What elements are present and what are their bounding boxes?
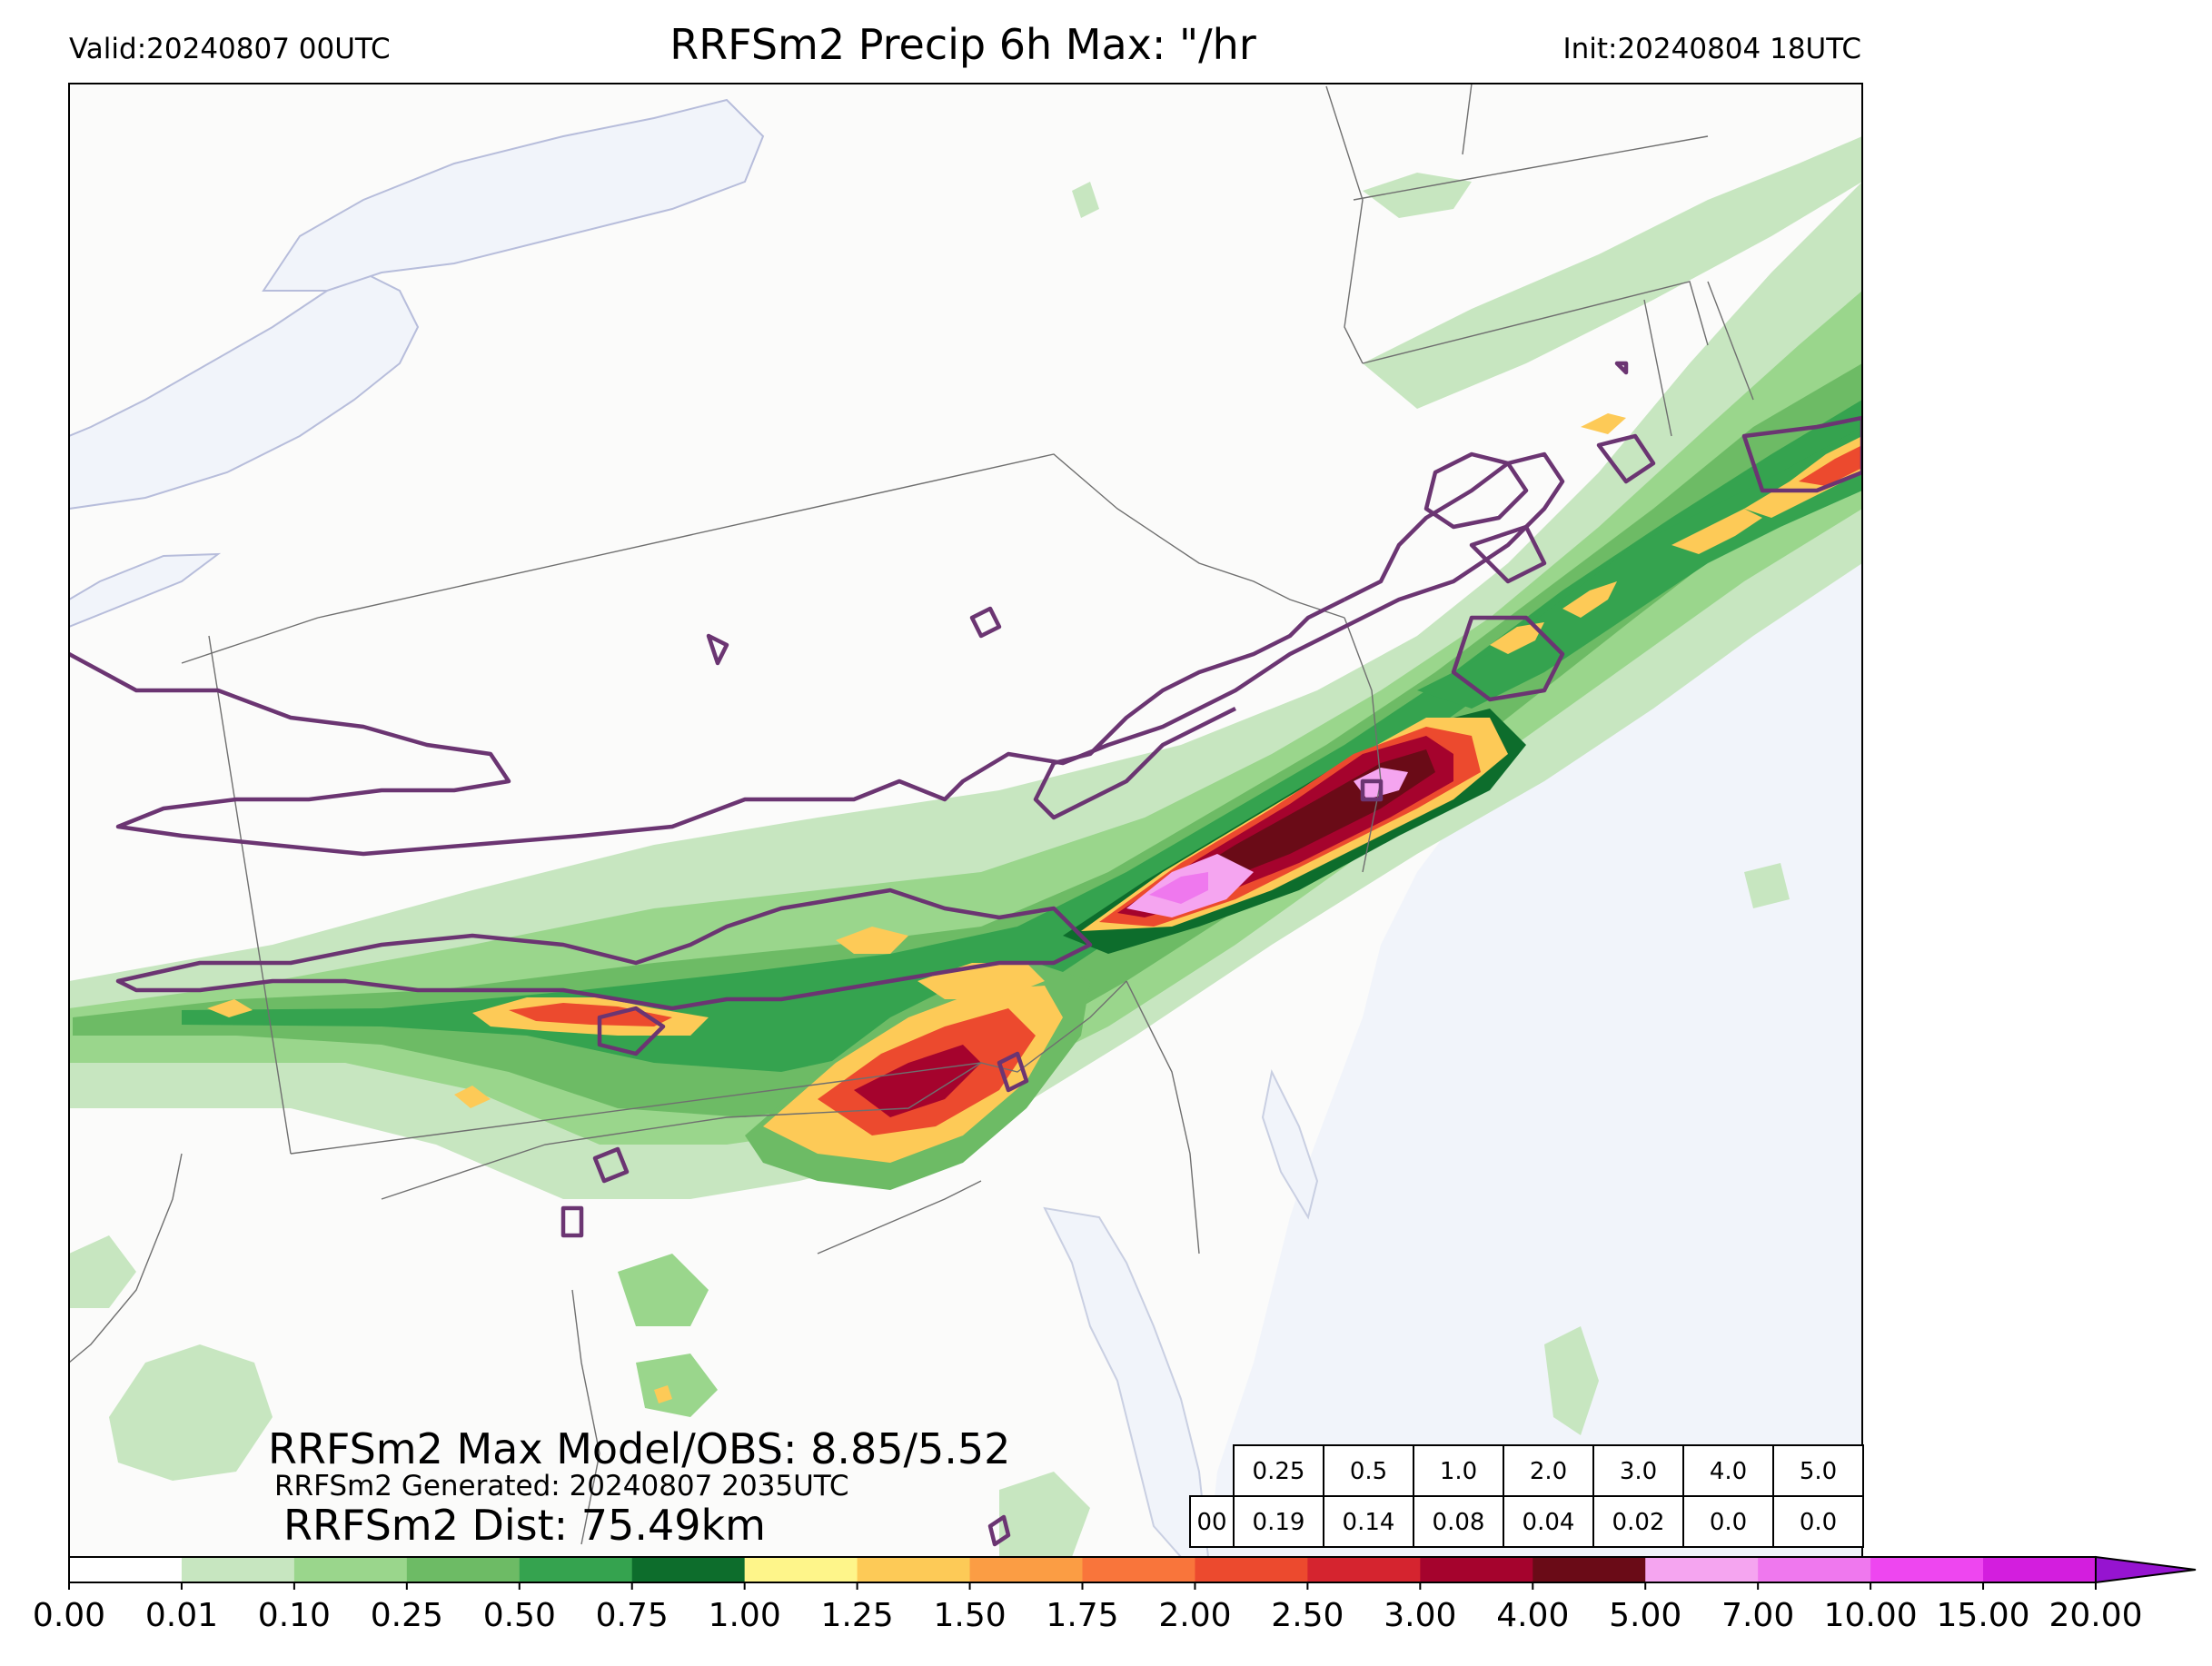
score-value-cell: 0.0 [1772, 1495, 1864, 1548]
colorbar-extend-arrow [2095, 1555, 2197, 1584]
colorbar-segment [857, 1557, 971, 1582]
colorbar-tick-label: 15.00 [1936, 1597, 2030, 1634]
colorbar-segment [969, 1557, 1083, 1582]
political-borders [69, 84, 1754, 1545]
colorbar-segment [519, 1557, 633, 1582]
colorbar-tick-label: 0.50 [482, 1597, 556, 1634]
colorbar-segment [1758, 1557, 1871, 1582]
colorbar-tick-label: 0.01 [144, 1597, 219, 1634]
score-value-cell: 0.0 [1682, 1495, 1774, 1548]
distance-stat: RRFSm2 Dist: 75.49km [283, 1501, 766, 1550]
colorbar-segment [1420, 1557, 1533, 1582]
score-row-label: 00 [1189, 1495, 1235, 1548]
score-value-cell: 0.02 [1592, 1495, 1684, 1548]
colorbar-segment [293, 1557, 408, 1582]
score-threshold-cell: 5.0 [1772, 1444, 1864, 1497]
colorbar-segment [181, 1557, 295, 1582]
colorbar-tick-label: 1.50 [933, 1597, 1007, 1634]
colorbar-tick-label: 7.00 [1721, 1597, 1795, 1634]
score-value-cell: 0.19 [1233, 1495, 1324, 1548]
score-threshold-cell: 0.25 [1233, 1444, 1324, 1497]
colorbar-segment [1082, 1557, 1195, 1582]
colorbar-segment [69, 1557, 183, 1582]
colorbar-labels: 0.00 0.01 0.10 0.25 0.50 0.75 1.00 1.25 1.50 1.75… [0, 1597, 2212, 1642]
colorbar-tick-label: 2.00 [1158, 1597, 1232, 1634]
score-threshold-cell: 4.0 [1682, 1444, 1774, 1497]
colorbar-segment [1645, 1557, 1759, 1582]
delaware-bay [1261, 1068, 1319, 1220]
colorbar-segment [406, 1557, 521, 1582]
colorbar-tick-label: 0.00 [32, 1597, 106, 1634]
map-title: RRFSm2 Precip 6h Max: "/hr [670, 20, 1256, 69]
colorbar [68, 1555, 2197, 1590]
lake-top [262, 98, 765, 292]
colorbar-tick-label: 1.00 [708, 1597, 781, 1634]
colorbar-segment [744, 1557, 858, 1582]
colorbar-segment [1195, 1557, 1308, 1582]
score-value-cell: 0.14 [1323, 1495, 1414, 1548]
score-threshold-cell: 2.0 [1503, 1444, 1594, 1497]
valid-time: Valid:20240807 00UTC [69, 33, 391, 65]
atlantic-ocean [1208, 563, 1862, 1557]
max-model-obs: RRFSm2 Max Model/OBS: 8.85/5.52 [268, 1424, 1011, 1473]
obs-contour [69, 361, 1862, 1547]
colorbar-tick-label: 0.25 [370, 1597, 443, 1634]
score-threshold-cell: 3.0 [1592, 1444, 1684, 1497]
generated-time: RRFSm2 Generated: 20240807 2035UTC [274, 1470, 849, 1502]
colorbar-tick-label: 1.75 [1046, 1597, 1119, 1634]
colorbar-segment [631, 1557, 746, 1582]
colorbar-tick-label: 20.00 [2048, 1597, 2143, 1634]
colorbar-tick-label: 5.00 [1609, 1597, 1682, 1634]
colorbar-tick-label: 3.00 [1384, 1597, 1457, 1634]
colorbar-tick-label: 0.10 [257, 1597, 331, 1634]
score-value-cell: 0.08 [1413, 1495, 1504, 1548]
colorbar-segment [1870, 1557, 1984, 1582]
colorbar-tick-label: 0.75 [595, 1597, 669, 1634]
chesapeake-bay [1043, 1206, 1210, 1557]
score-value-cell: 0.04 [1503, 1495, 1594, 1548]
colorbar-tick-label: 1.25 [820, 1597, 894, 1634]
colorbar-tick-label: 4.00 [1496, 1597, 1570, 1634]
score-threshold-cell: 1.0 [1413, 1444, 1504, 1497]
colorbar-segment [1983, 1557, 2097, 1582]
score-threshold-cell: 0.5 [1323, 1444, 1414, 1497]
lake-erie [69, 552, 222, 629]
colorbar-segment [1307, 1557, 1421, 1582]
colorbar-segment [1533, 1557, 1646, 1582]
colorbar-tick-label: 10.00 [1823, 1597, 1918, 1634]
init-time: Init:20240804 18UTC [1562, 33, 1861, 65]
colorbar-tick-label: 2.50 [1271, 1597, 1344, 1634]
lake-ontario [69, 271, 420, 511]
